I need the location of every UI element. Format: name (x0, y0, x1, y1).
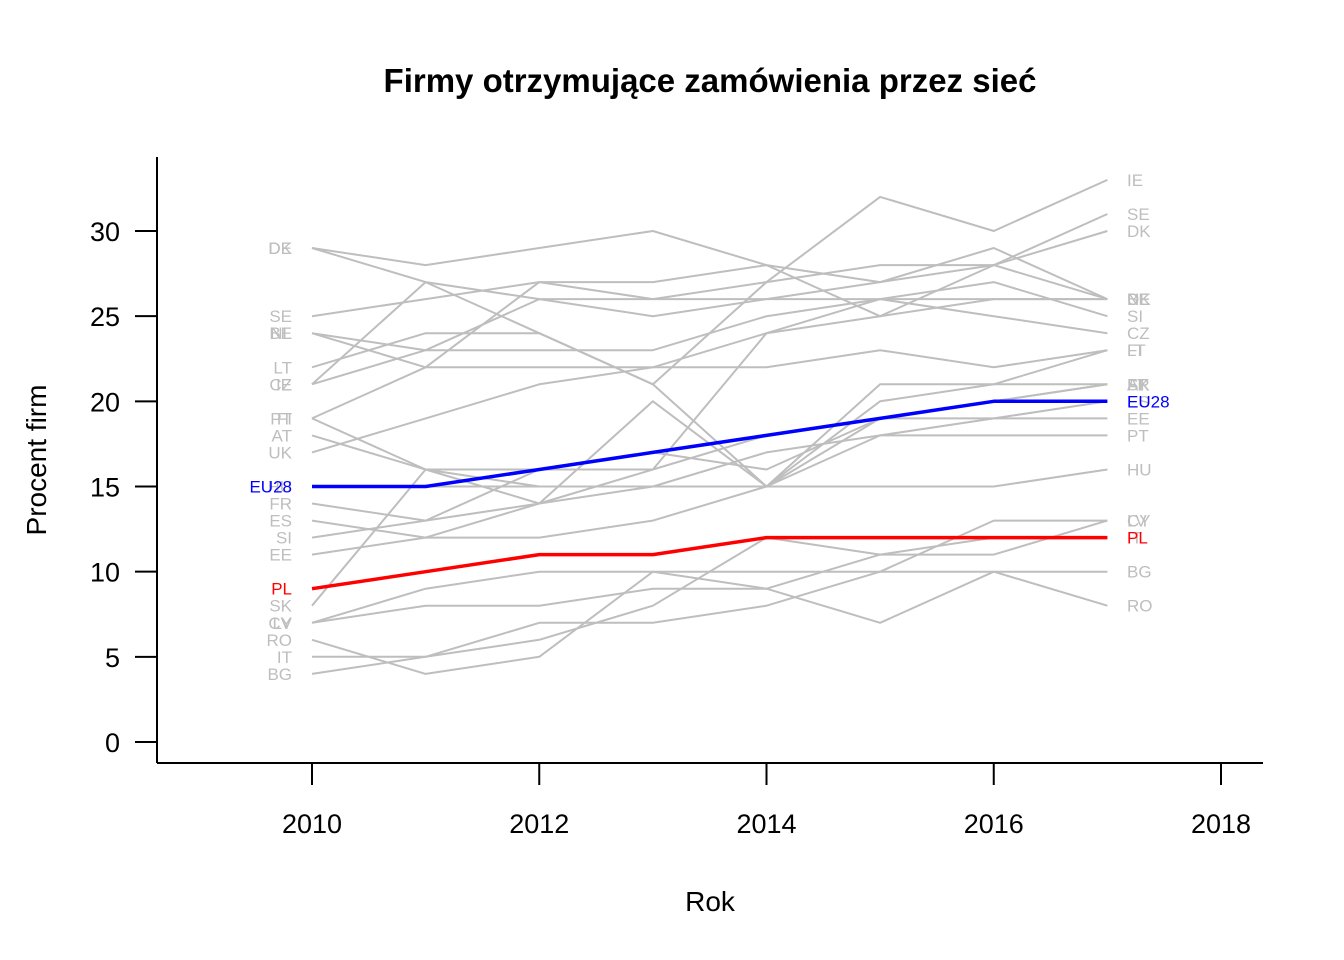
series-line-hu (312, 468, 1108, 488)
series-label-end-hu: HU (1127, 460, 1152, 479)
series-label-end-cy: CY (1127, 512, 1151, 531)
series-label-end-nl: NL (1127, 290, 1149, 309)
series-line-eu28 (312, 399, 1108, 489)
series-label-start-pt: PT (270, 409, 292, 428)
series-line-bg (311, 570, 1108, 675)
y-tick-label: 15 (90, 473, 120, 503)
x-tick-label: 2016 (964, 809, 1024, 839)
y-tick-label: 5 (105, 643, 120, 673)
series-label-end-lt: LT (1127, 341, 1146, 360)
series-label-start-lv: LV (272, 614, 292, 633)
series-label-start-dk: DK (268, 239, 292, 258)
series-label-start-bg: BG (267, 665, 292, 684)
series-label-end-ie: IE (1127, 171, 1143, 190)
series-label-start-si: SI (276, 529, 292, 548)
series-line-cz (311, 298, 1108, 386)
y-tick-label: 0 (105, 728, 120, 758)
series-label-start-ro: RO (267, 631, 293, 650)
series-label-end-cz: CZ (1127, 324, 1150, 343)
series-label-start-cy: CY (268, 614, 292, 633)
axes: 2010 2012 2014 2016 2018 0 5 10 15 20 25 30 (90, 157, 1263, 839)
series-label-end-pl: PL (1127, 529, 1148, 548)
series-label-start-cz: CZ (269, 375, 292, 394)
series-labels: IEIESESEDKDKDEDENLNLBEBESISICZCZFIFILTLT… (249, 171, 1169, 684)
y-axis-label: Procent firm (21, 385, 52, 536)
series-label-start-hu: HU (267, 478, 292, 497)
series-line-lv (311, 519, 1108, 624)
series-label-end-de: DE (1127, 290, 1151, 309)
series-label-start-se: SE (269, 307, 292, 326)
series-label-end-se: SE (1127, 205, 1150, 224)
x-tick-label: 2010 (282, 809, 342, 839)
series-label-end-dk: DK (1127, 222, 1151, 241)
series-line-se (311, 213, 1108, 318)
series-line-lt (311, 332, 1108, 488)
series-label-start-lt: LT (273, 358, 292, 377)
series-line-uk (311, 298, 1108, 454)
series-line-si (311, 281, 1108, 539)
series-label-start-de: DE (268, 239, 292, 258)
series-label-start-it: IT (277, 648, 292, 667)
series-label-start-nl: NL (270, 324, 292, 343)
series-label-end-uk: UK (1127, 290, 1151, 309)
series-label-end-sk: SK (1127, 375, 1150, 394)
series-label-start-ee: EE (269, 546, 292, 565)
series-label-end-ee: EE (1127, 409, 1150, 428)
series-line-de (311, 247, 1108, 301)
series-line-be (311, 264, 1108, 369)
series-label-end-es: ES (1127, 392, 1150, 411)
series-label-start-fr: FR (269, 495, 292, 514)
series-line-fi (311, 349, 1108, 420)
series-label-end-ro: RO (1127, 597, 1153, 616)
series-label-start-be: BE (269, 324, 292, 343)
series-label-start-at: AT (272, 426, 292, 445)
series-label-start-ie: IE (276, 375, 292, 394)
x-tick-label: 2012 (509, 809, 569, 839)
y-tick-label: 20 (90, 387, 120, 417)
chart-title: Firmy otrzymujące zamówienia przez sieć (384, 62, 1037, 99)
series-label-end-bg: BG (1127, 563, 1152, 582)
series-label-end-lv: LV (1127, 512, 1147, 531)
series-label-end-pt: PT (1127, 426, 1149, 445)
x-tick-label: 2018 (1191, 809, 1251, 839)
series-label-start-eu28: EU28 (249, 478, 292, 497)
series-layer (311, 178, 1108, 675)
series-label-end-si: SI (1127, 307, 1143, 326)
series-line-dk (311, 230, 1108, 284)
series-label-start-uk: UK (268, 443, 292, 462)
y-tick-label: 10 (90, 558, 120, 588)
series-label-end-at: AT (1127, 375, 1147, 394)
series-line-it (312, 536, 1108, 658)
series-label-end-fi: FI (1127, 341, 1142, 360)
y-tick-label: 30 (90, 217, 120, 247)
x-tick-label: 2014 (736, 809, 796, 839)
series-line-nl (311, 247, 1108, 352)
x-axis-label: Rok (685, 886, 736, 917)
series-label-end-it: IT (1127, 529, 1142, 548)
series-label-end-fr: FR (1127, 375, 1150, 394)
y-tick-label: 25 (90, 302, 120, 332)
series-label-end-be: BE (1127, 290, 1150, 309)
series-label-start-es: ES (269, 512, 292, 531)
series-label-start-sk: SK (269, 597, 292, 616)
series-line-pl (311, 535, 1108, 591)
series-label-start-pl: PL (271, 580, 292, 599)
series-label-start-fi: FI (277, 409, 292, 428)
series-line-es (311, 400, 1108, 539)
series-line-ro (311, 570, 1108, 675)
series-label-end-eu28: EU28 (1127, 392, 1170, 411)
series-line-ee (311, 417, 1108, 556)
